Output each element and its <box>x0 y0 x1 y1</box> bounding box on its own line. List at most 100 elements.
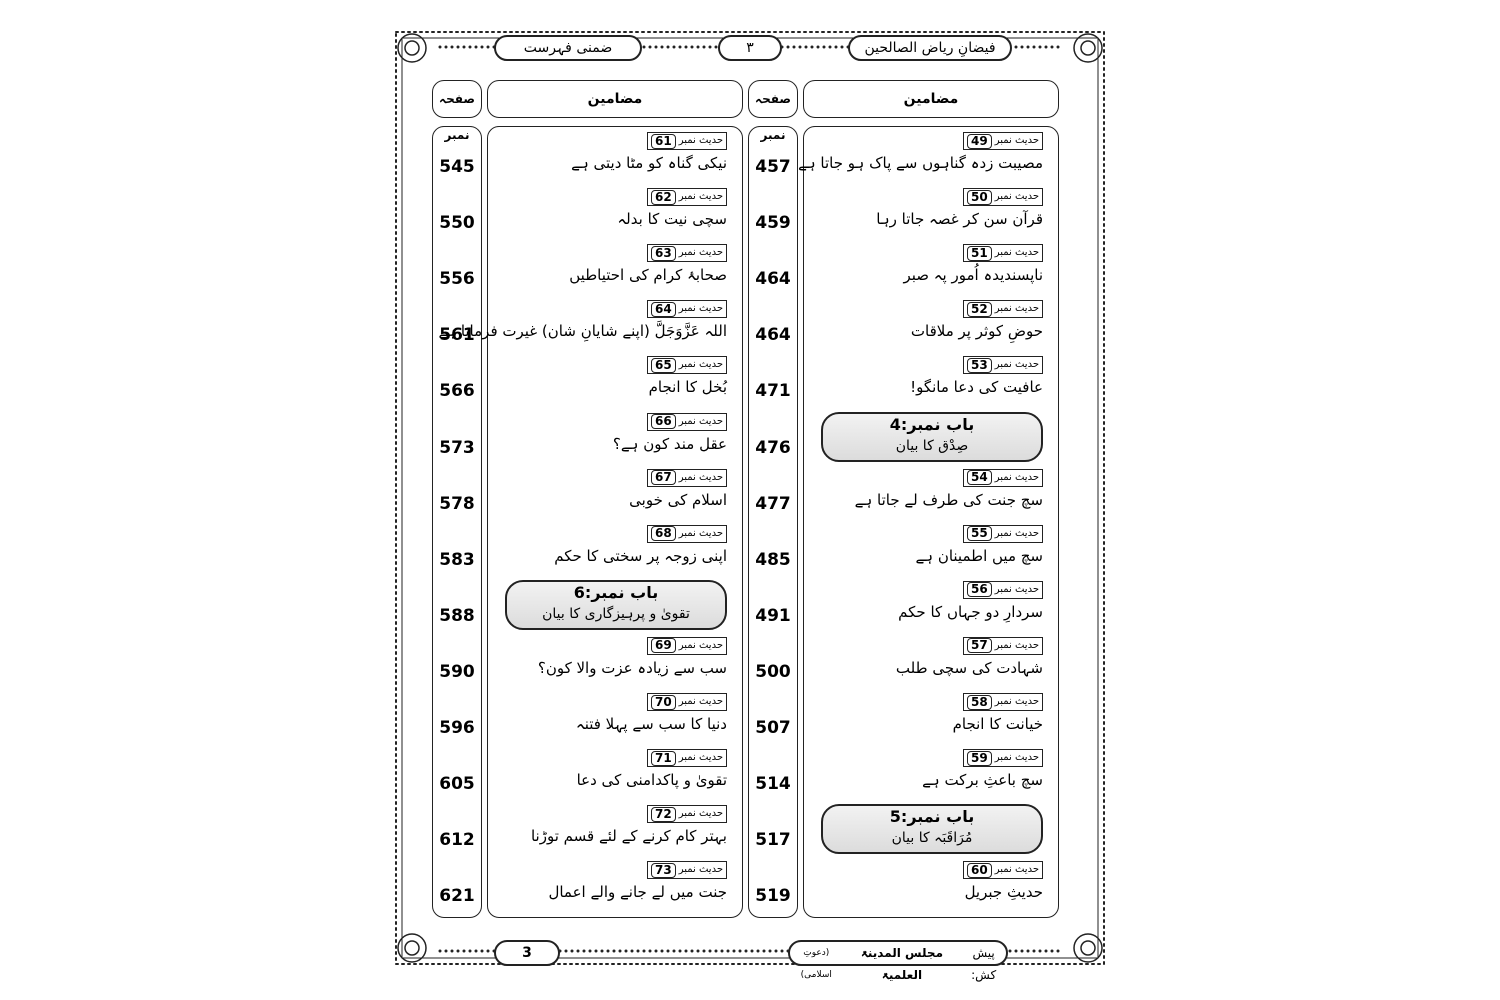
hadith-number: 55 <box>966 526 992 542</box>
hadith-text: حدیث نمبر <box>678 135 723 146</box>
hadith-number: 50 <box>966 189 992 205</box>
entry-title: بُخل کا انجام <box>648 378 727 397</box>
hadith-text: حدیث نمبر <box>994 527 1039 539</box>
column-box <box>748 126 798 918</box>
page-ref: 605 <box>439 774 475 795</box>
column-box <box>432 126 482 918</box>
hadith-text: حدیث نمبر <box>994 639 1039 651</box>
column-box <box>487 126 743 918</box>
hadith-number: 56 <box>966 582 992 598</box>
entry-title: نیکی گناہ کو مٹا دیتی ہے <box>571 154 727 172</box>
hadith-text: حدیث نمبر <box>678 191 723 203</box>
entry-title: اسلام کی خوبی <box>629 490 727 509</box>
page-ref: 612 <box>439 830 475 851</box>
page-ref: 556 <box>439 269 475 290</box>
chapter-box: باب نمبر:4 صِدْق کا بیان <box>821 411 1043 462</box>
hadith-label: حدیث نمبر 73 <box>646 861 727 880</box>
hadith-number: 72 <box>650 806 676 822</box>
hadith-number: 69 <box>650 638 676 654</box>
hadith-label: حدیث نمبر 63 <box>646 244 727 263</box>
chapter-box: باب نمبر:5 مُرَاقَبَہ کا بیان <box>821 804 1043 855</box>
entry-title: خیانت کا انجام <box>952 715 1043 733</box>
hadith-label: حدیث نمبر 54 <box>962 468 1043 487</box>
footer-publisher: پیش کش: مجلس المدینۃ العلمیۃ (دعوتِ اسلا… <box>788 940 1008 982</box>
hadith-text: حدیث نمبر <box>678 471 723 483</box>
page-ref: 583 <box>439 549 475 570</box>
chapter-number: 5 <box>889 807 901 827</box>
page-ref: 514 <box>755 774 791 795</box>
page-number: ۳ <box>718 35 782 61</box>
chapter-text: باب نمبر: <box>900 807 975 827</box>
hadith-number: 66 <box>650 414 676 429</box>
hadith-label: حدیث نمبر 55 <box>962 524 1043 543</box>
column-header: صفحہ نمبر <box>432 80 482 142</box>
hadith-text: حدیث نمبر <box>994 864 1039 876</box>
hadith-number: 49 <box>966 133 992 149</box>
hadith-text: حدیث نمبر <box>678 864 723 876</box>
column-header: مضامین <box>803 80 1059 118</box>
hadith-label: حدیث نمبر 51 <box>962 244 1043 263</box>
hadith-label: حدیث نمبر 72 <box>646 805 727 824</box>
publisher: مجلس المدینۃ العلمیۃ <box>860 946 943 982</box>
page-ref: 561 <box>439 325 475 346</box>
page-ref: 459 <box>755 213 791 234</box>
entry-title: ناپسندیدہ اُمور پہ صبر <box>903 266 1043 285</box>
hadith-number: 71 <box>650 750 676 766</box>
entry-title: حدیثِ جبریل <box>964 883 1043 902</box>
chapter-box: باب نمبر:6 تقویٰ و پرہیزگاری کا بیان <box>505 579 727 630</box>
entry-title: سچ میں اطمینان ہے <box>915 546 1043 565</box>
hadith-label: حدیث نمبر 66 <box>646 412 727 431</box>
hadith-label: حدیث نمبر 62 <box>646 188 727 207</box>
hadith-label: حدیث نمبر 70 <box>646 693 727 711</box>
hadith-text: حدیث نمبر <box>678 527 723 539</box>
entry-title: تقویٰ و پاکدامنی کی دعا <box>576 771 727 790</box>
entry-title: صحابۂ کرام کی احتیاطیں <box>569 266 727 285</box>
hadith-number: 60 <box>966 862 992 878</box>
hadith-label: حدیث نمبر 49 <box>962 132 1043 150</box>
hadith-text: حدیث نمبر <box>994 471 1039 483</box>
hadith-number: 58 <box>966 694 992 710</box>
hadith-label: حدیث نمبر 56 <box>962 580 1043 599</box>
page-ref: 485 <box>755 549 791 570</box>
entry-title: جنت میں لے جانے والے اعمال <box>548 883 727 902</box>
entry-title: عافیت کی دعا مانگو! <box>910 378 1043 397</box>
hadith-text: حدیث نمبر <box>994 752 1039 764</box>
page-ref: 590 <box>439 661 475 682</box>
presented-by: پیش کش: <box>971 946 997 982</box>
entry-title: عقل مند کون ہے؟ <box>612 434 727 453</box>
publisher-note: (دعوتِ اسلامی) <box>800 948 832 980</box>
book-title: فیضانِ ریاض الصالحین <box>848 35 1012 61</box>
chapter-label: باب نمبر:4 <box>823 414 1041 436</box>
hadith-number: 70 <box>650 694 676 710</box>
hadith-text: حدیث نمبر <box>994 247 1039 259</box>
entry-title: سچی نیت کا بدلہ <box>617 210 727 229</box>
hadith-label: حدیث نمبر 57 <box>962 636 1043 655</box>
entry-title: شہادت کی سچی طلب <box>895 658 1043 677</box>
hadith-text: حدیث نمبر <box>994 135 1039 146</box>
chapter-label: باب نمبر:5 <box>823 806 1041 828</box>
page-ref: 545 <box>439 157 475 177</box>
page-ref: 519 <box>755 886 791 907</box>
entry-title: اللہ عَزَّوَجَلَّ (اپنے شایانِ شان) غیرت… <box>438 322 727 341</box>
chapter-number: 4 <box>889 414 901 434</box>
page-ref: 464 <box>755 325 791 346</box>
hadith-label: حدیث نمبر 71 <box>646 749 727 768</box>
hadith-text: حدیث نمبر <box>994 303 1039 315</box>
hadith-number: 52 <box>966 301 992 317</box>
hadith-text: حدیث نمبر <box>994 583 1039 595</box>
entry-title: مصیبت زدہ گناہوں سے پاک ہو جاتا ہے <box>798 154 1043 172</box>
hadith-number: 68 <box>650 526 676 542</box>
hadith-number: 61 <box>650 133 676 149</box>
page-ref: 491 <box>755 605 791 626</box>
entry-title: حوضِ کوثر پر ملاقات <box>910 322 1043 341</box>
page-ref: 578 <box>439 493 475 514</box>
hadith-label: حدیث نمبر 58 <box>962 693 1043 711</box>
chapter-title: تقویٰ و پرہیزگاری کا بیان <box>542 605 690 622</box>
chapter-title: مُرَاقَبَہ کا بیان <box>891 830 973 847</box>
hadith-text: حدیث نمبر <box>678 247 723 259</box>
hadith-number: 53 <box>966 357 992 373</box>
hadith-text: حدیث نمبر <box>678 303 723 315</box>
page-ref: 566 <box>439 381 475 402</box>
hadith-number: 62 <box>650 189 676 205</box>
